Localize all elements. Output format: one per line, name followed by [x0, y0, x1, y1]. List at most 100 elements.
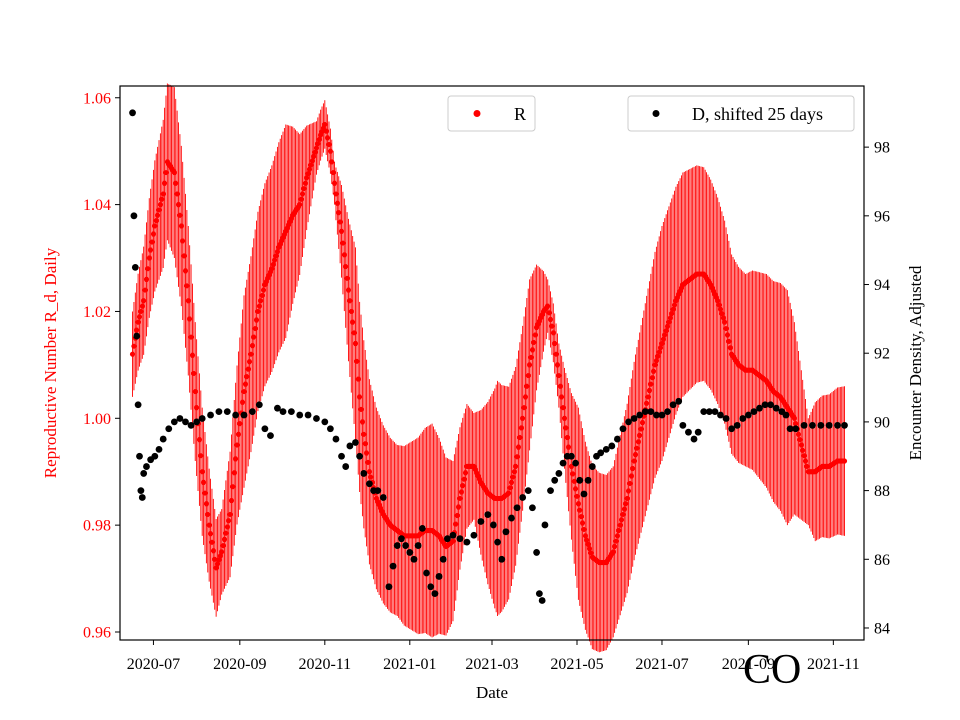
r-point	[804, 463, 810, 469]
d-point	[223, 408, 231, 415]
d-point	[133, 332, 141, 340]
r-point	[800, 447, 806, 453]
r-point	[228, 497, 235, 504]
d-point	[248, 408, 256, 415]
r-point	[532, 332, 538, 338]
r-point	[327, 148, 333, 154]
r-point	[549, 323, 555, 329]
r-point	[305, 171, 311, 177]
r-point	[306, 166, 313, 172]
left-y-tick-label: 0.98	[83, 518, 111, 535]
r-point	[560, 405, 566, 411]
d-point	[332, 435, 340, 443]
r-point	[727, 345, 733, 351]
r-point	[175, 201, 182, 208]
d-point	[427, 583, 435, 591]
r-point	[146, 255, 152, 261]
r-point	[333, 191, 339, 197]
x-tick-label: 2020-07	[127, 656, 180, 673]
d-point	[786, 425, 794, 433]
r-point	[552, 340, 558, 347]
d-point	[456, 535, 464, 543]
left-y-tick-label: 1.06	[83, 90, 111, 107]
r-point	[350, 319, 356, 325]
r-point	[181, 253, 187, 259]
r-point	[329, 159, 335, 165]
d-point	[477, 518, 485, 525]
x-tick-label: 2020-09	[213, 656, 266, 673]
r-point	[200, 479, 207, 486]
r-point	[568, 463, 575, 469]
r-point	[572, 486, 579, 492]
r-point	[564, 434, 570, 441]
r-point	[547, 316, 554, 323]
r-point	[205, 511, 211, 518]
r-point	[148, 247, 154, 253]
d-point	[463, 538, 471, 546]
r-point	[365, 459, 371, 465]
d-point	[338, 452, 345, 460]
r-point	[156, 207, 162, 213]
d-point	[134, 401, 142, 409]
r-error-bars	[132, 83, 845, 653]
d-point	[669, 401, 677, 409]
d-series	[129, 109, 848, 604]
right-y-tick-label: 94	[874, 277, 890, 294]
d-point	[393, 542, 401, 549]
d-point	[555, 470, 563, 477]
r-point	[331, 180, 338, 186]
r-point	[315, 141, 321, 147]
r-point	[717, 306, 724, 312]
d-point	[744, 411, 752, 419]
r-point	[515, 444, 522, 450]
r-point	[457, 495, 463, 502]
d-point	[608, 442, 616, 450]
r-point	[209, 539, 215, 545]
d-point	[524, 487, 532, 494]
d-point	[261, 425, 269, 433]
d-point	[389, 562, 397, 570]
r-point	[644, 400, 650, 406]
d-point	[792, 425, 800, 433]
d-point	[155, 445, 163, 453]
r-point	[520, 415, 526, 421]
r-point	[621, 506, 627, 512]
r-point	[513, 463, 519, 469]
legend-r-marker	[473, 110, 481, 117]
r-point	[322, 121, 328, 128]
d-point	[406, 549, 414, 556]
r-point	[450, 538, 456, 544]
r-point	[453, 521, 459, 527]
r-point	[581, 526, 587, 533]
d-point	[170, 418, 178, 426]
r-point	[575, 501, 581, 507]
right-y-tick-label: 98	[874, 140, 890, 157]
r-point	[177, 212, 183, 218]
d-point	[385, 583, 393, 591]
d-point	[739, 415, 747, 422]
r-point	[554, 362, 561, 368]
r-point	[648, 381, 654, 387]
r-point	[231, 470, 237, 476]
d-point	[240, 411, 248, 419]
state-annotation: CO	[743, 647, 801, 693]
r-point	[362, 441, 368, 447]
r-point	[361, 431, 367, 437]
r-point	[645, 394, 651, 400]
d-point	[551, 476, 559, 484]
r-point	[192, 388, 198, 395]
d-point	[176, 415, 184, 422]
d-point	[279, 408, 287, 415]
r-point	[251, 334, 257, 340]
r-point	[234, 442, 240, 448]
x-tick-label: 2021-07	[635, 656, 688, 673]
x-tick-label: 2021-09	[722, 656, 775, 673]
r-point	[189, 352, 196, 358]
right-y-axis: 84 86 88 90 92 94 96 98	[864, 140, 890, 637]
r-point	[557, 383, 563, 389]
d-point	[346, 442, 354, 450]
d-point	[535, 590, 543, 598]
r-point	[143, 276, 150, 282]
r-point	[180, 238, 186, 244]
left-y-tick-label: 1.04	[83, 197, 111, 214]
